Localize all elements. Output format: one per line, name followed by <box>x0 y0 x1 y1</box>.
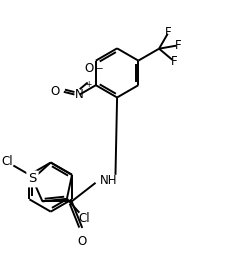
Text: S: S <box>28 172 37 185</box>
Text: F: F <box>165 25 172 38</box>
Text: F: F <box>175 39 181 52</box>
Text: +: + <box>85 80 91 89</box>
Text: N: N <box>75 88 84 101</box>
Text: F: F <box>171 55 177 68</box>
Text: O: O <box>50 85 59 98</box>
Text: O: O <box>78 235 87 248</box>
Text: Cl: Cl <box>78 212 90 225</box>
Text: −: − <box>95 63 103 72</box>
Text: O: O <box>84 62 94 75</box>
Text: Cl: Cl <box>1 155 13 168</box>
Text: NH: NH <box>99 174 117 187</box>
